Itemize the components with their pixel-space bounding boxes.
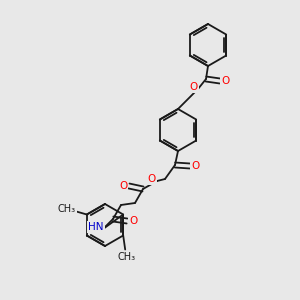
Text: O: O	[148, 174, 156, 184]
Text: CH₃: CH₃	[58, 205, 76, 214]
Text: HN: HN	[88, 222, 104, 232]
Text: O: O	[119, 181, 127, 191]
Text: O: O	[190, 82, 198, 92]
Text: O: O	[129, 216, 137, 226]
Text: O: O	[191, 161, 199, 171]
Text: O: O	[221, 76, 229, 86]
Text: CH₃: CH₃	[117, 251, 135, 262]
